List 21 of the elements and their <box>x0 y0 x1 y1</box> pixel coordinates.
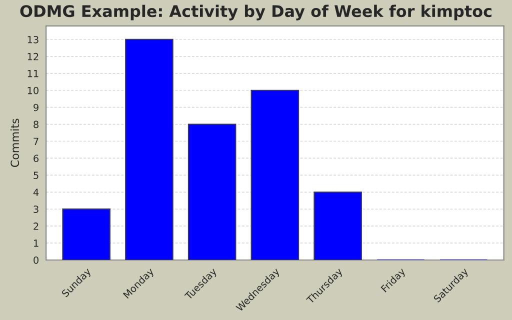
bar <box>314 192 362 260</box>
y-tick-label: 0 <box>34 256 38 264</box>
y-tick-label: 13 <box>28 36 38 44</box>
y-tick-label: 2 <box>34 222 38 230</box>
y-tick-label: 11 <box>28 70 38 78</box>
y-tick-label: 7 <box>34 138 38 145</box>
bar <box>125 38 174 260</box>
y-tick-label: 1 <box>34 240 38 247</box>
y-tick-label: 5 <box>34 172 38 180</box>
y-tick-label: 3 <box>34 206 38 213</box>
y-tick-label: 6 <box>34 154 39 162</box>
bar <box>250 90 300 260</box>
bar <box>188 124 236 260</box>
bar <box>62 208 110 260</box>
y-tick-label: 9 <box>34 104 38 112</box>
y-tick-label: 4 <box>33 188 39 196</box>
y-axis-title: Commits <box>10 118 20 168</box>
y-tick-label: 10 <box>28 86 38 94</box>
y-tick-label: 8 <box>34 120 38 128</box>
y-tick-label: 12 <box>28 52 38 60</box>
chart-title: ODMG Example: Activity by Day of Week for kimptoc <box>20 4 492 20</box>
